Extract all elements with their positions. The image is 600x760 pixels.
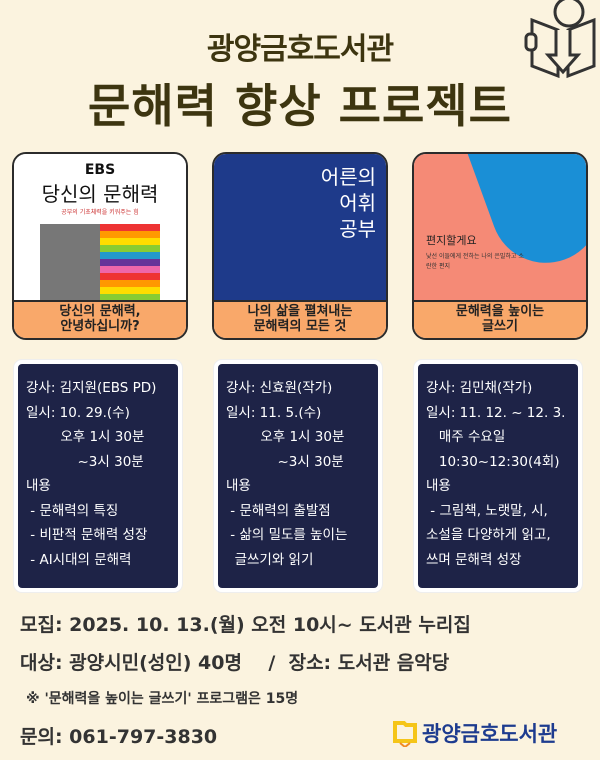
logo-text: 광양금호도서관	[422, 722, 558, 746]
book-cover-1: EBS 당신의 문해력 공부의 기초체력을 키워주는 힘	[14, 154, 186, 304]
rainbow-book-illustration	[40, 224, 160, 304]
cover-subtitle: 공부의 기초체력을 키워주는 힘	[61, 209, 139, 216]
book-label: 당신의 문해력, 안녕하십니까?	[14, 300, 186, 338]
contact: 문의: 061-797-3830	[20, 726, 218, 748]
book-cover-2: 어른의 어휘 공부	[214, 154, 386, 304]
cover-title: 당신의 문해력	[41, 182, 159, 206]
session-info-3: 강사: 김민채(작가) 일시: 11. 12. ~ 12. 3. 매주 수요일 …	[414, 360, 582, 592]
cover-title: 편지할게요	[426, 234, 477, 247]
note: ※ '문해력을 높이는 글쓰기' 프로그램은 15명	[26, 691, 299, 707]
book-label: 문해력을 높이는 글쓰기	[414, 300, 586, 338]
cover-brand: EBS	[84, 162, 116, 178]
book-card-1[interactable]: EBS 당신의 문해력 공부의 기초체력을 키워주는 힘 당신의 문해력, 안녕…	[12, 152, 188, 340]
page-title: 문해력 향상 프로젝트	[88, 79, 512, 133]
book-card-3[interactable]: 편지할게요 낯선 이들에게 전하는 나의 은밀하고 소란한 편지 문해력을 높이…	[412, 152, 588, 340]
target-info: 대상: 광양시민(성인) 40명 / 장소: 도서관 음악당	[20, 652, 450, 674]
book-card-2[interactable]: 어른의 어휘 공부 나의 삶을 펼쳐내는 문해력의 모든 것	[212, 152, 388, 340]
library-name: 광양금호도서관	[206, 32, 394, 67]
cover-title: 어른의 어휘 공부	[320, 165, 376, 241]
cover-subtitle: 낯선 이들에게 전하는 나의 은밀하고 소란한 편지	[426, 253, 524, 270]
book-logo-icon	[393, 721, 417, 747]
session-info-2: 강사: 신효원(작가) 일시: 11. 5.(수) 오후 1시 30분 ~3시 …	[214, 360, 382, 592]
book-label: 나의 삶을 펼쳐내는 문해력의 모든 것	[214, 300, 386, 338]
book-cover-3: 편지할게요 낯선 이들에게 전하는 나의 은밀하고 소란한 편지	[414, 154, 586, 304]
library-logo: 광양금호도서관	[392, 718, 557, 748]
session-info-1: 강사: 김지원(EBS PD) 일시: 10. 29.(수) 오후 1시 30분…	[14, 360, 182, 592]
reading-person-icon	[524, 0, 596, 79]
recruit-info: 모집: 2025. 10. 13.(월) 오전 10시~ 도서관 누리집	[20, 614, 471, 636]
